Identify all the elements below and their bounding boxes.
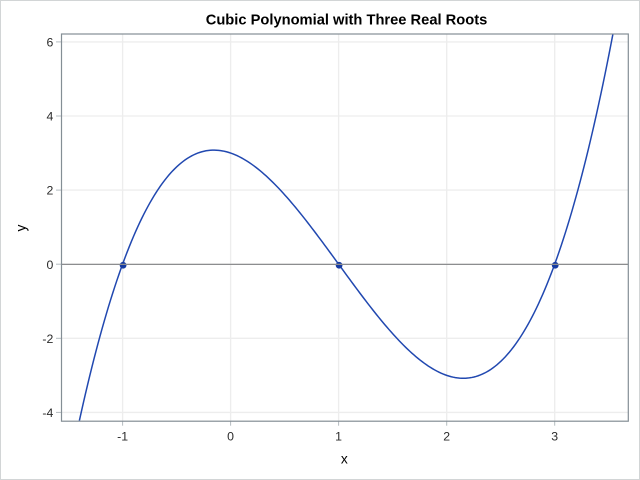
svg-text:x: x xyxy=(341,452,348,467)
svg-text:2: 2 xyxy=(46,184,53,198)
svg-text:-1: -1 xyxy=(117,430,128,444)
svg-text:4: 4 xyxy=(46,110,53,124)
svg-text:y: y xyxy=(14,224,29,231)
svg-text:0: 0 xyxy=(227,430,234,444)
svg-text:-2: -2 xyxy=(42,332,53,346)
svg-text:3: 3 xyxy=(551,430,558,444)
svg-text:-4: -4 xyxy=(42,406,53,420)
svg-text:0: 0 xyxy=(46,258,53,272)
svg-text:Cubic Polynomial with Three Re: Cubic Polynomial with Three Real Roots xyxy=(206,12,488,28)
svg-text:2: 2 xyxy=(443,430,450,444)
svg-text:6: 6 xyxy=(46,36,53,50)
svg-text:1: 1 xyxy=(335,430,342,444)
